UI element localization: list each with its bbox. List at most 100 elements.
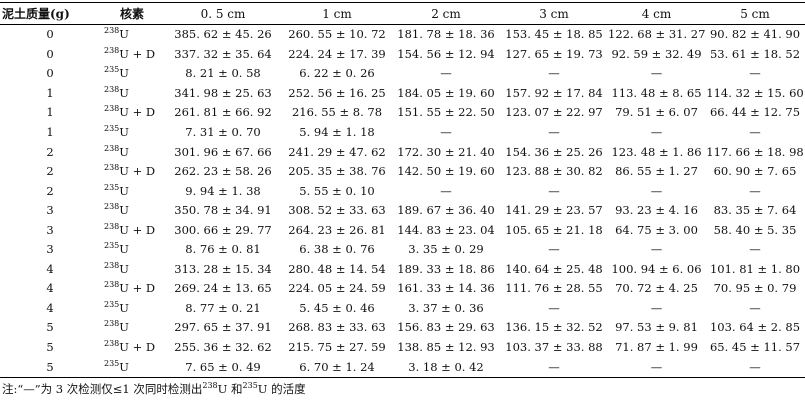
cell-activity-2cm: — (440, 66, 452, 81)
cell-activity-0-5cm: 261. 81 ± 66. 92 (174, 105, 272, 120)
cell-activity-5cm: 114. 32 ± 15. 60 (706, 85, 804, 100)
cell-nuclide: 238U (100, 318, 164, 338)
cell-activity-5cm: — (749, 66, 761, 81)
cell-activity-5cm: — (749, 300, 761, 315)
cell-activity-3cm: 153. 45 ± 18. 85 (505, 27, 603, 42)
cell-activity-1cm: 5. 94 ± 1. 18 (299, 125, 375, 139)
cell-activity-4cm: — (650, 66, 663, 81)
cell-activity-4cm: 122. 68 ± 31. 27 (608, 27, 706, 42)
header-depth-5cm: 5 cm (705, 2, 805, 25)
cell-activity-3cm: — (548, 66, 560, 81)
cell-activity-2cm: 189. 67 ± 36. 40 (397, 203, 495, 218)
cell-nuclide: 235U (100, 64, 164, 84)
nuclide-mass-number: 235 (104, 182, 120, 192)
cell-activity-5cm: 90. 82 ± 41. 90 (709, 27, 801, 42)
cell-activity-4cm: — (650, 125, 663, 139)
nuclide-mass-number: 238 (104, 319, 120, 329)
nuclide-symbol: U (119, 125, 129, 139)
nuclide-symbol: U (119, 144, 129, 159)
cell-soil-mass: 0 (46, 66, 54, 81)
cell-activity-3cm: — (548, 242, 560, 257)
cell-activity-5cm: 53. 61 ± 18. 52 (709, 46, 801, 61)
table-row: 5 238U + D 255. 36 ± 32. 62 215. 75 ± 27. 5… (0, 338, 805, 358)
cell-soil-mass: 2 (46, 183, 54, 198)
cell-activity-4cm: 70. 72 ± 4. 25 (615, 281, 698, 296)
nuclide-mass-number: 235 (104, 358, 120, 368)
cell-soil-mass: 2 (46, 144, 54, 159)
cell-activity-3cm: 141. 29 ± 23. 57 (505, 203, 603, 218)
cell-activity-0-5cm: 350. 78 ± 34. 91 (174, 203, 272, 218)
nuclide-symbol: U + D (119, 46, 156, 61)
cell-soil-mass: 1 (46, 85, 54, 100)
nuclide-symbol: U (119, 242, 129, 257)
footnote-prefix: 注:“—”为 3 次检测仅≤1 次同时检测出 (2, 382, 203, 396)
nuclide-mass-number: 238 (104, 280, 120, 290)
cell-nuclide: 238U (100, 260, 164, 280)
cell-activity-4cm: 64. 75 ± 3. 00 (615, 222, 698, 237)
nuclide-mass-number: 238 (104, 143, 120, 153)
cell-activity-4cm: 113. 48 ± 8. 65 (611, 85, 702, 100)
cell-activity-2cm: — (440, 183, 452, 198)
cell-activity-1cm: 241. 29 ± 47. 62 (288, 144, 386, 159)
cell-activity-2cm: 189. 33 ± 18. 86 (397, 261, 495, 276)
nuclide-symbol: U (119, 359, 129, 374)
nuclide-mass-number: 238 (104, 163, 120, 173)
cell-nuclide: 238U + D (100, 103, 164, 123)
cell-soil-mass: 4 (46, 261, 54, 276)
nuclide-mass-number: 238 (104, 202, 120, 212)
header-depth-2cm: 2 cm (392, 2, 500, 25)
table-row: 2 238U + D 262. 23 ± 58. 26 205. 35 ± 38. 7… (0, 162, 805, 182)
cell-activity-0-5cm: 301. 96 ± 67. 66 (174, 144, 272, 159)
cell-nuclide: 238U + D (100, 338, 164, 358)
cell-activity-0-5cm: 255. 36 ± 32. 62 (174, 340, 272, 355)
cell-nuclide: 238U + D (100, 45, 164, 65)
cell-activity-1cm: 308. 52 ± 33. 63 (288, 203, 386, 218)
cell-activity-0-5cm: 300. 66 ± 29. 77 (174, 222, 272, 237)
cell-activity-0-5cm: 313. 28 ± 15. 34 (174, 261, 272, 276)
nuclide-symbol: U (119, 300, 129, 315)
cell-activity-3cm: 154. 36 ± 25. 26 (505, 144, 603, 159)
table-row: 3 238U + D 300. 66 ± 29. 77 264. 23 ± 26. 8… (0, 220, 805, 240)
nuclide-symbol: U (119, 203, 129, 218)
cell-activity-0-5cm: 8. 21 ± 0. 58 (185, 66, 261, 81)
footnote-suffix: U 的活度 (257, 382, 306, 396)
cell-activity-2cm: 156. 83 ± 29. 63 (397, 320, 495, 335)
cell-activity-2cm: 3. 35 ± 0. 29 (408, 242, 484, 257)
cell-soil-mass: 2 (46, 164, 54, 179)
table-row: 1 238U 341. 98 ± 25. 63 252. 56 ± 16. 25 184… (0, 84, 805, 104)
cell-activity-4cm: 79. 51 ± 6. 07 (615, 105, 698, 120)
cell-activity-5cm: 65. 45 ± 11. 57 (709, 340, 801, 355)
cell-nuclide: 238U (100, 142, 164, 162)
cell-soil-mass: 5 (0, 357, 100, 378)
cell-soil-mass: 3 (46, 242, 54, 257)
header-depth-3cm: 3 cm (500, 2, 608, 25)
cell-activity-3cm: — (548, 125, 560, 139)
table-row: 0 238U + D 337. 32 ± 35. 64 224. 24 ± 17. 3… (0, 45, 805, 65)
cell-activity-5cm: 66. 44 ± 12. 75 (709, 105, 801, 120)
cell-soil-mass: 5 (46, 340, 54, 355)
header-row: 泥土质量(g) 核素 0. 5 cm 1 cm 2 cm 3 cm 4 cm 5… (0, 2, 805, 25)
cell-activity-5cm: 83. 35 ± 7. 64 (713, 203, 797, 218)
cell-activity-4cm: 92. 59 ± 32. 49 (611, 46, 702, 61)
cell-soil-mass: 4 (46, 300, 54, 315)
cell-activity-1cm: 6. 22 ± 0. 26 (299, 66, 375, 81)
nuclide-symbol: U + D (119, 281, 156, 296)
cell-nuclide: 238U + D (100, 162, 164, 182)
cell-activity-2cm: 3. 18 ± 0. 42 (392, 357, 500, 378)
cell-nuclide: 235U (100, 299, 164, 319)
cell-activity-1cm: 224. 05 ± 24. 59 (288, 281, 386, 296)
table-row: 1 238U + D 261. 81 ± 66. 92 216. 55 ± 8. 78… (0, 103, 805, 123)
cell-activity-2cm: 172. 30 ± 21. 40 (397, 144, 495, 159)
cell-activity-3cm: 103. 37 ± 33. 88 (505, 340, 603, 355)
cell-activity-5cm: — (749, 242, 761, 257)
cell-activity-1cm: 216. 55 ± 8. 78 (291, 105, 383, 120)
cell-nuclide: 238U (100, 25, 164, 45)
cell-activity-5cm: 117. 66 ± 18. 98 (706, 144, 804, 159)
cell-activity-0-5cm: 8. 77 ± 0. 21 (185, 300, 261, 315)
cell-activity-0-5cm: 297. 65 ± 37. 91 (174, 320, 272, 335)
nuclide-mass-number: 235 (104, 299, 120, 309)
table-body: 0 238U 385. 62 ± 45. 26 260. 55 ± 10. 72 181… (0, 25, 805, 378)
cell-soil-mass: 1 (46, 125, 54, 139)
cell-nuclide: 235U (100, 357, 164, 378)
header-depth-0-5cm: 0. 5 cm (164, 2, 282, 25)
